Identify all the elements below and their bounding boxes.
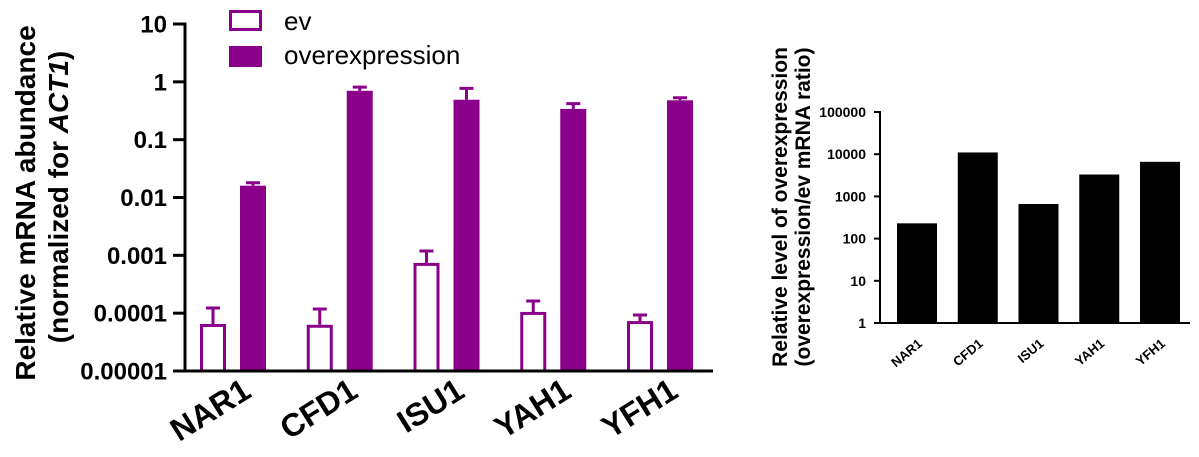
error-bar-cfd1-overexpression [352,85,367,91]
left-y-axis-title-gene-name: ACT1 [43,60,74,134]
legend: ev overexpression [229,6,460,70]
error-bar-yfh1-ev [633,313,647,322]
right-x-tick-label-cfd1: CFD1 [950,336,986,369]
mrna-abundance-chart: Relative mRNA abundance (normalized for … [10,6,713,448]
bar-cfd1-overexpression [346,90,373,371]
right-x-tick-label-yfh1: YFH1 [1133,336,1168,369]
left-y-tick-label-2: 0.1 [134,127,167,154]
left-x-tick-label-yah1: YAH1 [488,371,577,445]
bar-cfd1-ev [306,324,333,373]
right-axes [879,111,1190,324]
error-bar-yah1-ev [526,299,541,312]
bar-yfh1-ev [627,321,653,373]
left-y-tick-label-4: 0.001 [107,243,167,270]
error-bar-yfh1-overexpression [673,96,687,101]
left-x-tick-label-cfd1: CFD1 [274,371,364,446]
error-bar-nar1-ev [206,306,220,324]
error-bar-yah1-overexpression [566,102,581,109]
bar-yah1-ev [520,311,547,373]
legend-swatch-overexpression [229,46,262,67]
right-y-axis-title-line2: (overexpression/ev mRNA ratio) [792,48,815,367]
left-y-tick-label-3: 0.01 [120,185,167,212]
left-y-tick-label-0: 10 [140,12,167,39]
bar-yah1-overexpression [560,108,587,371]
left-y-axis-title-part: ) [43,51,74,60]
error-bar-cfd1-ev [312,307,327,325]
left-y-tick-label-1: 1 [154,69,167,96]
ratio-bar-yfh1 [1140,161,1180,323]
right-y-tick-label-1: 10000 [827,146,866,162]
right-y-tick-label-3: 100 [843,231,867,247]
bar-isu1-overexpression [453,99,480,371]
bar-yfh1-overexpression [667,100,693,371]
overexpression-ratio-chart: Relative level of overexpression (overex… [769,47,1190,370]
left-y-axis-title-part: (normalized for [43,133,74,343]
ratio-bar-cfd1 [957,152,998,323]
left-x-tick-label-isu1: ISU1 [391,371,470,439]
ratio-bar-yah1 [1079,174,1120,323]
left-axes [183,22,713,373]
error-bar-isu1-overexpression [459,86,474,100]
right-y-tick-label-2: 1000 [835,188,866,204]
legend-label-overexpression: overexpression [284,40,460,70]
ratio-bar-isu1 [1018,204,1059,323]
right-y-tick-label-0: 100000 [819,104,866,120]
bar-nar1-overexpression [240,185,266,371]
left-y-tick-label-6: 0.00001 [80,359,167,386]
legend-swatch-ev [229,10,262,31]
bar-isu1-ev [413,262,440,373]
error-bar-nar1-overexpression [246,181,260,186]
left-x-tick-label-nar1: NAR1 [164,371,257,448]
left-y-axis-title-line1: Relative mRNA abundance [10,25,41,380]
left-y-tick-label-5: 0.0001 [94,301,167,328]
left-x-tick-label-yfh1: YFH1 [595,371,683,445]
legend-label-ev: ev [284,6,311,36]
ratio-bar-nar1 [897,223,937,323]
right-chart-marks: 100000 10000 1000 100 10 1 NAR1 CFD1 ISU1 YAH1 YFH… [819,104,1180,370]
left-y-axis-title-line2: (normalized for ACT1) [43,51,74,343]
right-y-axis-title-line1: Relative level of overexpression [769,47,792,367]
right-x-tick-label-yah1: YAH1 [1072,336,1107,369]
right-x-tick-label-nar1: NAR1 [888,336,925,370]
right-x-tick-label-isu1: ISU1 [1015,336,1047,366]
error-bar-isu1-ev [419,249,434,263]
bar-nar1-ev [200,323,226,373]
right-y-tick-label-5: 1 [858,315,866,331]
right-y-tick-label-4: 10 [850,273,866,289]
